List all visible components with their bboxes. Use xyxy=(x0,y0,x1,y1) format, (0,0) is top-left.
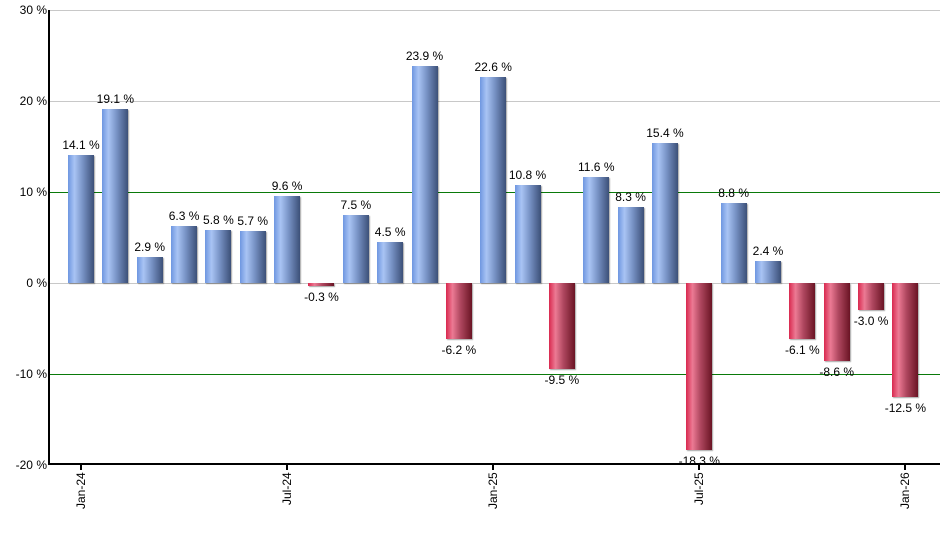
y-tick-label: 20 % xyxy=(19,94,47,108)
x-tick-label: Jan-26 xyxy=(898,472,912,509)
bar-value-label: -9.5 % xyxy=(544,373,580,388)
bar-value-label: 5.7 % xyxy=(237,214,269,229)
x-tick-label: Jul-25 xyxy=(692,472,706,505)
bar-value-label: 8.3 % xyxy=(615,190,646,205)
bar-apr-24 xyxy=(171,225,198,283)
bar-jun-24 xyxy=(239,231,266,283)
bar-value-label: 15.4 % xyxy=(646,125,684,140)
bar-value-label: 6.3 % xyxy=(168,208,200,223)
bar-value-label: 23.9 % xyxy=(405,48,444,63)
bar-dec-24 xyxy=(445,283,472,340)
bar-dec-25 xyxy=(858,283,885,311)
bar-value-label: 8.8 % xyxy=(718,185,749,200)
y-tick-label: -10 % xyxy=(15,367,47,381)
x-tick-mark xyxy=(698,464,700,470)
reference-line xyxy=(49,374,940,375)
x-tick-mark xyxy=(904,464,906,470)
y-tick-label: 10 % xyxy=(19,185,47,199)
x-tick-mark xyxy=(492,464,494,470)
bar-jul-25 xyxy=(686,283,713,450)
bar-apr-25 xyxy=(583,177,610,283)
bar-value-label: 10.8 % xyxy=(508,167,547,182)
bar-jul-24 xyxy=(274,195,301,283)
bar-nov-24 xyxy=(411,65,438,283)
bar-mar-25 xyxy=(548,283,575,370)
x-tick-label: Jan-24 xyxy=(74,472,88,509)
bar-value-label: -3.0 % xyxy=(853,314,889,329)
bar-value-label: -18.3 % xyxy=(678,453,720,468)
x-tick-mark xyxy=(80,464,82,470)
bar-value-label: 4.5 % xyxy=(374,225,406,240)
bar-jan-25 xyxy=(480,77,507,283)
bar-value-label: 2.4 % xyxy=(752,244,784,259)
bar-may-25 xyxy=(617,207,644,283)
bar-sep-24 xyxy=(342,214,369,283)
bar-oct-24 xyxy=(377,242,404,283)
bar-feb-25 xyxy=(514,184,541,283)
gridline xyxy=(49,283,940,284)
bar-sep-25 xyxy=(755,261,781,283)
bar-aug-24 xyxy=(308,283,335,286)
bar-aug-25 xyxy=(720,202,747,283)
y-axis-line xyxy=(48,10,50,465)
bar-value-label: 9.6 % xyxy=(271,178,303,193)
bar-oct-25 xyxy=(789,283,816,339)
bar-may-24 xyxy=(205,230,232,283)
x-tick-label: Jan-25 xyxy=(486,472,500,509)
bar-value-label: 7.5 % xyxy=(340,197,372,212)
bar-value-label: -6.1 % xyxy=(785,342,820,357)
bar-mar-24 xyxy=(136,256,163,283)
x-tick-mark xyxy=(286,464,288,470)
y-tick-label: -20 % xyxy=(15,458,47,472)
bar-value-label: 22.6 % xyxy=(474,60,512,75)
bar-nov-25 xyxy=(823,283,850,362)
bar-feb-24 xyxy=(102,109,129,283)
bar-value-label: -8.6 % xyxy=(819,365,855,380)
bar-jun-25 xyxy=(651,142,678,283)
bar-jan-26 xyxy=(892,283,919,397)
bar-value-label: -0.3 % xyxy=(304,289,339,304)
bar-value-label: 14.1 % xyxy=(62,137,100,152)
gridline xyxy=(49,10,940,11)
bar-value-label: -12.5 % xyxy=(884,400,927,415)
x-tick-label: Jul-24 xyxy=(280,472,294,505)
bar-jan-24 xyxy=(68,154,94,283)
bar-value-label: 19.1 % xyxy=(96,92,135,107)
bar-value-label: -6.2 % xyxy=(441,343,477,358)
bar-value-label: 2.9 % xyxy=(134,239,166,254)
bar-value-label: 5.8 % xyxy=(203,213,234,228)
bar-value-label: 11.6 % xyxy=(578,160,615,175)
y-tick-label: 0 % xyxy=(26,276,47,290)
y-tick-label: 30 % xyxy=(19,3,47,17)
x-axis-line xyxy=(48,463,940,465)
